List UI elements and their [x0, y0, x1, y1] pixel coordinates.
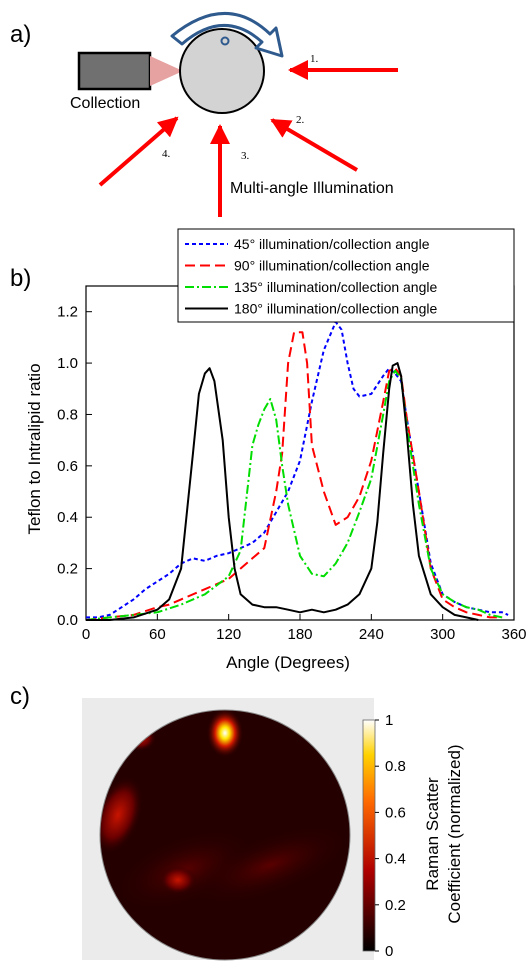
legend-box [177, 228, 515, 323]
y-tick-label: 0.4 [57, 509, 78, 526]
heatmap-disk [100, 710, 350, 960]
illumination-label: Multi-angle Illumination [230, 180, 394, 197]
sample-circle [179, 28, 265, 114]
legend-entry-2: 90° illumination/collection angle [234, 258, 430, 274]
y-tick-label: 0.0 [57, 612, 78, 629]
legend-entry-3: 135° illumination/collection angle [234, 279, 437, 295]
x-tick-label: 240 [359, 626, 384, 643]
colorbar-title: Raman Scatter Coefficient (normalized) [423, 744, 464, 923]
y-tick-label: 1.0 [57, 355, 78, 372]
heatmap-disk-outline [99, 709, 351, 961]
illumination-arrows [98, 60, 398, 217]
panel-a: a) Collection 1. 2. 3. 4. Multi-angle Il… [10, 12, 398, 217]
x-tick-label: 60 [149, 626, 166, 643]
panel-c-label: c) [10, 683, 30, 710]
colorbar-ticks: 0 0.2 0.4 0.6 0.8 1 [375, 712, 406, 960]
detector-box [77, 51, 152, 91]
arrow-number-4: 4. [162, 148, 171, 160]
y-axis-title: Teflon to Intralipid ratio [25, 363, 44, 534]
legend-entry-1: 45° illumination/collection angle [234, 236, 430, 252]
y-tick-label: 0.6 [57, 458, 78, 475]
series-line-4 [86, 362, 479, 621]
panel-c: c) 0 0.2 0.4 0.6 0.8 1 Raman Scatter Coeffici… [10, 683, 464, 961]
line-plot: 0 60 120 180 240 300 360 0.0 0.2 0.4 0.6 0.8 1.0 1.2 [57, 285, 527, 643]
rotation-arrow-icon [170, 12, 284, 58]
sample-marker [220, 36, 230, 46]
legend: 45° illumination/collection angle 90° ill… [177, 228, 515, 323]
y-tick-label: 1.2 [57, 304, 78, 321]
legend-entry-4: 180° illumination/collection angle [234, 301, 437, 317]
arrow-number-3: 3. [241, 150, 250, 162]
y-tick-label: 0.8 [57, 406, 78, 423]
x-axis-title: Angle (Degrees) [226, 653, 350, 672]
panel-b-label: b) [10, 265, 31, 292]
colorbar-tick-label: 1 [385, 712, 393, 729]
arrow-number-2: 2. [296, 114, 305, 126]
series-line-3 [85, 369, 503, 621]
collection-cone [150, 56, 183, 86]
illumination-arrow-2 [270, 118, 359, 172]
illumination-arrow-4 [98, 116, 179, 187]
x-tick-label: 300 [430, 626, 455, 643]
colorbar-tick-label: 0.8 [385, 758, 406, 775]
colorbar-tick-label: 0.4 [385, 851, 406, 868]
colorbar [362, 719, 376, 952]
colorbar-title-line-2: Coefficient (normalized) [445, 744, 464, 923]
panel-a-label: a) [10, 21, 31, 48]
x-tick-label: 0 [82, 626, 90, 643]
plot-frame [85, 285, 515, 621]
colorbar-tick-label: 0.2 [385, 897, 406, 914]
colorbar-tick-label: 0 [385, 943, 393, 960]
colorbar-title-line-1: Raman Scatter [423, 777, 442, 891]
x-tick-label: 120 [216, 626, 241, 643]
x-tick-label: 180 [287, 626, 312, 643]
panel-b: b) Teflon to Intralipid ratio Angle (Deg… [10, 228, 527, 672]
x-tick-label: 360 [501, 626, 526, 643]
collection-label: Collection [70, 95, 140, 112]
series-line-1 [86, 321, 509, 619]
colorbar-tick-label: 0.6 [385, 804, 406, 821]
y-tick-label: 0.2 [57, 561, 78, 578]
arrow-number-1: 1. [310, 53, 319, 65]
